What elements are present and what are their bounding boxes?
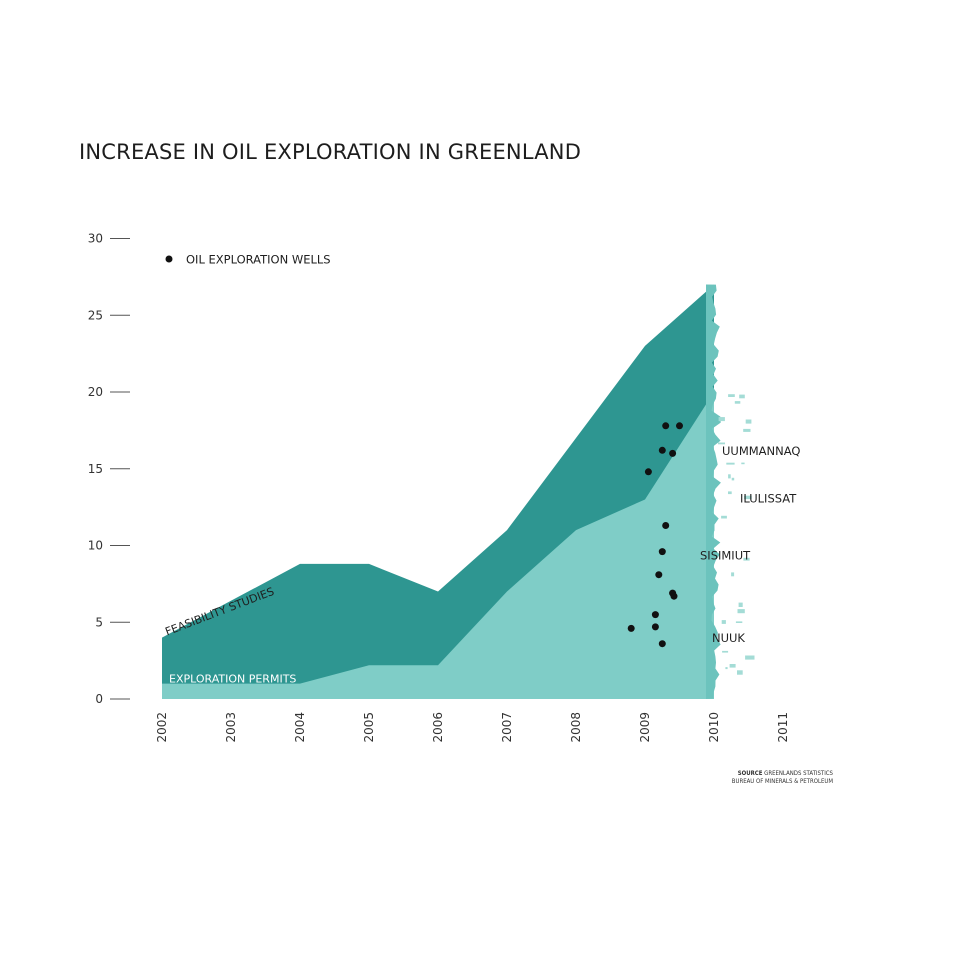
coast-fragment — [721, 515, 727, 519]
source-line-1: GREENLANDS STATISTICS — [764, 770, 833, 777]
coast-fragment — [741, 462, 745, 465]
well-point — [658, 548, 666, 556]
x-tick-label: 2008 — [569, 712, 583, 743]
y-tick-label: 30 — [88, 232, 103, 246]
y-tick-label: 10 — [88, 539, 103, 553]
legend-label: OIL EXPLORATION WELLS — [186, 253, 331, 267]
coast-fragment — [743, 557, 750, 561]
source-label: SOURCE — [737, 770, 763, 777]
legend: OIL EXPLORATION WELLS — [165, 253, 331, 267]
y-tick-label: 20 — [88, 385, 103, 399]
x-tick-label: 2002 — [155, 712, 169, 743]
coast-fragment — [722, 650, 729, 653]
source-line-2: BUREAU OF MINERALS & PETROLEUM — [731, 778, 833, 785]
x-tick-label: 2005 — [362, 712, 376, 743]
coast-fragment — [737, 609, 745, 614]
well-point — [658, 640, 666, 648]
coast-fragment — [728, 474, 731, 479]
place-label-uummannaq: UUMMANNAQ — [722, 444, 800, 458]
legend-marker — [165, 255, 173, 263]
well-point — [655, 571, 663, 579]
well-point — [676, 422, 683, 430]
x-tick-label: 2007 — [500, 712, 514, 743]
coastline — [706, 284, 721, 699]
well-point — [644, 468, 652, 476]
source-note: SOURCE GREENLANDS STATISTICS BUREAU OF M… — [683, 770, 833, 786]
coast-fragment — [728, 491, 732, 495]
coast-fragment — [729, 664, 736, 668]
x-tick-label: 2011 — [776, 712, 790, 743]
x-axis: 2002 2003 2004 2005 2006 2007 2008 2009 2010 2011 — [155, 712, 790, 743]
series-area-exploration-permits — [162, 392, 714, 699]
coast-fragment — [737, 670, 743, 675]
y-tick-label: 25 — [88, 308, 103, 322]
well-point — [662, 422, 670, 430]
y-axis: 0 5 10 15 20 25 30 — [88, 232, 130, 706]
coast-fragment — [731, 477, 735, 481]
well-point — [658, 446, 666, 454]
coast-fragment — [725, 667, 728, 670]
chart-title: INCREASE IN OIL EXPLORATION IN GREENLAND — [79, 140, 582, 164]
x-tick-label: 2006 — [431, 712, 445, 743]
coast-fragment — [718, 442, 725, 445]
y-tick-label: 15 — [88, 462, 103, 476]
well-point — [651, 623, 659, 631]
coast-fragment — [739, 394, 745, 399]
coast-fragment — [731, 572, 735, 577]
coastline-layer — [706, 284, 755, 699]
coast-fragment — [738, 602, 743, 607]
y-tick-label: 5 — [95, 615, 103, 629]
coast-fragment — [719, 417, 724, 420]
wells-layer — [627, 422, 683, 648]
coast-fragment — [721, 620, 726, 624]
well-point — [627, 624, 635, 632]
well-point — [670, 592, 678, 600]
coast-fragment — [745, 655, 755, 660]
coast-fragment — [734, 401, 741, 404]
coast-fragment — [744, 495, 752, 500]
x-tick-label: 2009 — [638, 712, 652, 743]
x-tick-label: 2003 — [224, 712, 238, 743]
coast-fragment — [726, 462, 735, 465]
well-point — [669, 449, 677, 457]
y-tick-label: 0 — [95, 692, 103, 706]
areas-layer — [162, 284, 714, 699]
x-tick-label: 2010 — [707, 712, 721, 743]
place-label-ilulissat: ILULISSAT — [740, 492, 797, 506]
place-label-nuuk: NUUK — [712, 631, 745, 645]
x-tick-label: 2004 — [293, 712, 307, 743]
coast-fragment — [745, 419, 752, 424]
coast-fragment — [728, 394, 735, 397]
well-point — [651, 611, 659, 619]
well-point — [662, 522, 670, 529]
coast-fragment — [735, 621, 743, 623]
coast-fragment — [743, 428, 751, 432]
place-label-sisimiut: SISIMIUT — [700, 548, 751, 562]
series-label-permits: EXPLORATION PERMITS — [169, 673, 296, 686]
